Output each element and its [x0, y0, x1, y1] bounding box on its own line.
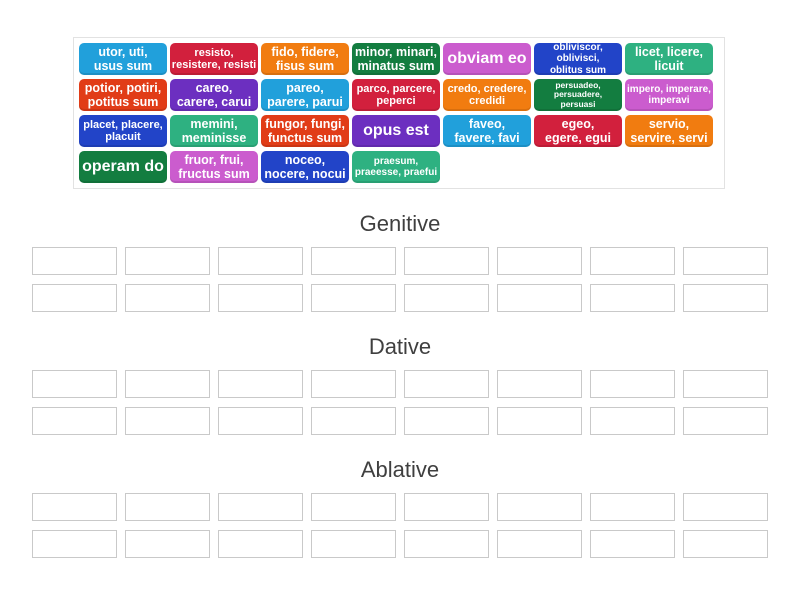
drop-slot[interactable] — [497, 407, 582, 435]
drop-slot[interactable] — [32, 493, 117, 521]
word-tile-opus-est[interactable]: opus est — [352, 115, 440, 147]
word-tile-fungor[interactable]: fungor, fungi, functus sum — [261, 115, 349, 147]
word-tile-utor[interactable]: utor, uti, usus sum — [79, 43, 167, 75]
word-tile-faveo[interactable]: faveo, favere, favi — [443, 115, 531, 147]
drop-slot[interactable] — [218, 530, 303, 558]
drop-slot[interactable] — [125, 247, 210, 275]
drop-slot[interactable] — [32, 284, 117, 312]
drop-slot[interactable] — [218, 493, 303, 521]
word-tile-licet[interactable]: licet, licere, licuit — [625, 43, 713, 75]
word-tile-obviam-eo[interactable]: obviam eo — [443, 43, 531, 75]
slot-grid — [0, 493, 800, 558]
word-tile-operam-do[interactable]: operam do — [79, 151, 167, 183]
drop-slot[interactable] — [590, 530, 675, 558]
drop-slot[interactable] — [590, 407, 675, 435]
drop-slot[interactable] — [32, 370, 117, 398]
drop-slot[interactable] — [590, 284, 675, 312]
word-tile-careo[interactable]: careo, carere, carui — [170, 79, 258, 111]
word-tile-impero[interactable]: impero, imperare, imperavi — [625, 79, 713, 111]
drop-slot[interactable] — [218, 407, 303, 435]
drop-slot[interactable] — [125, 284, 210, 312]
group-section-genitive: Genitive — [0, 210, 800, 312]
slot-row — [0, 493, 800, 521]
slot-row — [0, 407, 800, 435]
drop-slot[interactable] — [497, 530, 582, 558]
word-tile-resisto[interactable]: resisto, resistere, resisti — [170, 43, 258, 75]
drop-slot[interactable] — [32, 247, 117, 275]
slot-grid — [0, 370, 800, 435]
slot-row — [0, 284, 800, 312]
drop-slot[interactable] — [32, 407, 117, 435]
drop-slot[interactable] — [497, 247, 582, 275]
drop-slot[interactable] — [404, 370, 489, 398]
word-tile-placet[interactable]: placet, placere, placuit — [79, 115, 167, 147]
word-tile-noceo[interactable]: noceo, nocere, nocui — [261, 151, 349, 183]
drop-slot[interactable] — [590, 493, 675, 521]
word-tile-potior[interactable]: potior, potiri, potitus sum — [79, 79, 167, 111]
drop-slot[interactable] — [218, 247, 303, 275]
drop-slot[interactable] — [311, 284, 396, 312]
drop-slot[interactable] — [590, 370, 675, 398]
drop-slot[interactable] — [683, 407, 768, 435]
group-section-ablative: Ablative — [0, 456, 800, 558]
drop-slot[interactable] — [683, 493, 768, 521]
groups: Genitive Dative Ablative — [0, 189, 800, 558]
drop-slot[interactable] — [125, 407, 210, 435]
slot-row — [0, 530, 800, 558]
group-title-dative: Dative — [368, 334, 432, 359]
drop-slot[interactable] — [311, 407, 396, 435]
drop-slot[interactable] — [311, 493, 396, 521]
drop-slot[interactable] — [683, 370, 768, 398]
drop-slot[interactable] — [497, 284, 582, 312]
word-bank: utor, uti, usus sum resisto, resistere, r… — [73, 37, 725, 189]
drop-slot[interactable] — [497, 370, 582, 398]
drop-slot[interactable] — [218, 370, 303, 398]
drop-slot[interactable] — [683, 530, 768, 558]
drop-slot[interactable] — [125, 530, 210, 558]
group-title-genitive: Genitive — [359, 211, 441, 236]
word-tile-pareo[interactable]: pareo, parere, parui — [261, 79, 349, 111]
drop-slot[interactable] — [125, 493, 210, 521]
slot-grid — [0, 247, 800, 312]
drop-slot[interactable] — [683, 247, 768, 275]
group-title-ablative: Ablative — [360, 457, 440, 482]
drop-slot[interactable] — [683, 284, 768, 312]
word-tile-parco[interactable]: parco, parcere, peperci — [352, 79, 440, 111]
drop-slot[interactable] — [590, 247, 675, 275]
word-tile-obliviscor[interactable]: obliviscor, oblivisci, oblitus sum — [534, 42, 622, 76]
slot-row — [0, 247, 800, 275]
group-section-dative: Dative — [0, 333, 800, 435]
word-tile-egeo[interactable]: egeo, egere, egui — [534, 115, 622, 147]
drop-slot[interactable] — [311, 370, 396, 398]
word-tile-credo[interactable]: credo, credere, credidi — [443, 79, 531, 111]
word-tile-persuadeo[interactable]: persuadeo, persuadere, persuasi — [534, 79, 622, 111]
drop-slot[interactable] — [404, 284, 489, 312]
drop-slot[interactable] — [404, 407, 489, 435]
drop-slot[interactable] — [125, 370, 210, 398]
word-tile-memini[interactable]: memini, meminisse — [170, 115, 258, 147]
word-tile-fido[interactable]: fido, fidere, fisus sum — [261, 43, 349, 75]
word-tile-minor[interactable]: minor, minari, minatus sum — [352, 43, 440, 75]
drop-slot[interactable] — [404, 493, 489, 521]
word-tile-praesum[interactable]: praesum, praeesse, praefui — [352, 151, 440, 183]
drop-slot[interactable] — [32, 530, 117, 558]
word-tile-fruor[interactable]: fruor, frui, fructus sum — [170, 151, 258, 183]
slot-row — [0, 370, 800, 398]
drop-slot[interactable] — [218, 284, 303, 312]
drop-slot[interactable] — [497, 493, 582, 521]
drop-slot[interactable] — [311, 247, 396, 275]
word-tile-servio[interactable]: servio, servire, servi — [625, 115, 713, 147]
drop-slot[interactable] — [404, 530, 489, 558]
drop-slot[interactable] — [311, 530, 396, 558]
drop-slot[interactable] — [404, 247, 489, 275]
